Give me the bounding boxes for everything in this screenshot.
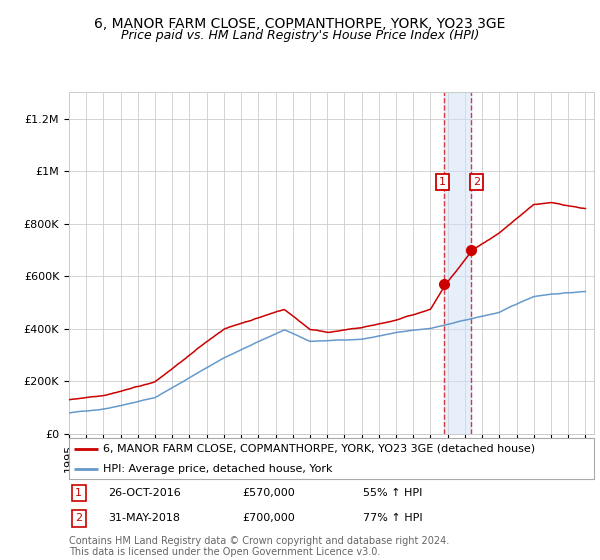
Text: 2: 2 <box>473 177 480 186</box>
Text: Price paid vs. HM Land Registry's House Price Index (HPI): Price paid vs. HM Land Registry's House … <box>121 29 479 42</box>
Text: 1: 1 <box>76 488 82 498</box>
Text: 31-MAY-2018: 31-MAY-2018 <box>109 514 181 523</box>
Bar <box>444 92 472 434</box>
Text: 6, MANOR FARM CLOSE, COPMANTHORPE, YORK, YO23 3GE (detached house): 6, MANOR FARM CLOSE, COPMANTHORPE, YORK,… <box>103 444 535 454</box>
Text: £700,000: £700,000 <box>242 514 295 523</box>
Text: 2: 2 <box>76 514 82 523</box>
Text: 6, MANOR FARM CLOSE, COPMANTHORPE, YORK, YO23 3GE: 6, MANOR FARM CLOSE, COPMANTHORPE, YORK,… <box>94 17 506 31</box>
Text: 77% ↑ HPI: 77% ↑ HPI <box>363 514 422 523</box>
Text: 26-OCT-2016: 26-OCT-2016 <box>109 488 181 498</box>
Text: £570,000: £570,000 <box>242 488 295 498</box>
Text: HPI: Average price, detached house, York: HPI: Average price, detached house, York <box>103 464 332 474</box>
Text: 55% ↑ HPI: 55% ↑ HPI <box>363 488 422 498</box>
Text: Contains HM Land Registry data © Crown copyright and database right 2024.
This d: Contains HM Land Registry data © Crown c… <box>69 535 449 557</box>
Text: 1: 1 <box>439 177 446 186</box>
